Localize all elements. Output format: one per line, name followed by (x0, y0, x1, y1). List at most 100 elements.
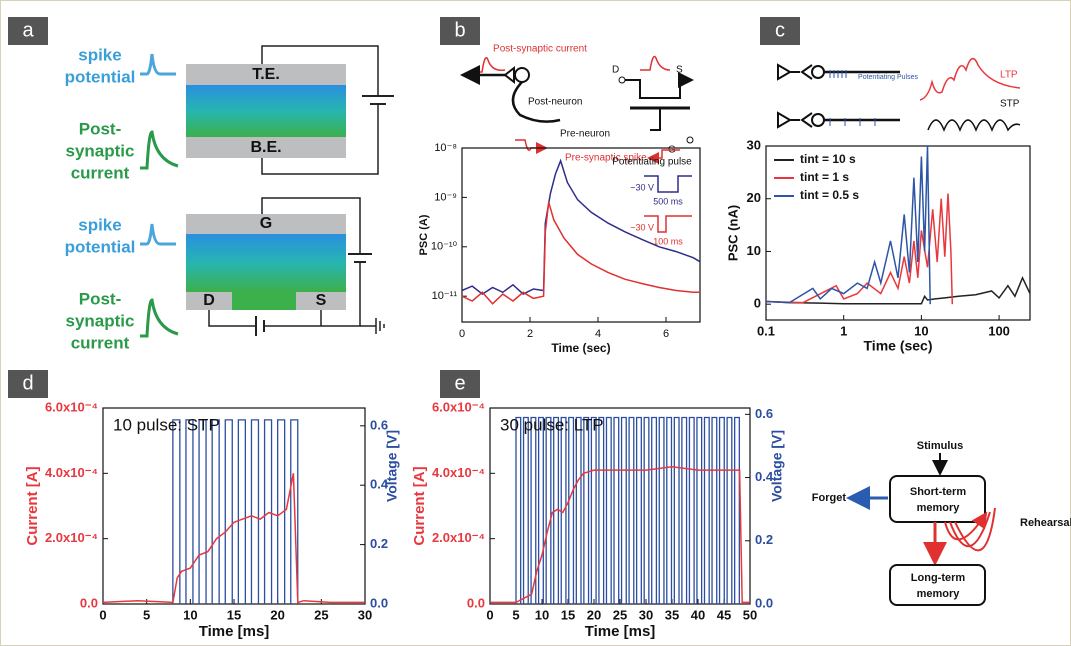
y2-axis-label: Voltage [V] (769, 430, 785, 502)
x-tick-label: 20 (270, 607, 284, 622)
voltage-pulse (658, 416, 665, 604)
pulse-icon (647, 149, 680, 164)
y2-tick-label: 0.2 (370, 536, 388, 551)
y-axis-label: Current [A] (24, 466, 41, 545)
y-tick-label: 4.0x10⁻⁴ (45, 465, 98, 480)
x-tick-label: 10 (183, 607, 197, 622)
x-tick-label: 0 (486, 607, 493, 622)
electrode-label: T.E. (252, 66, 280, 83)
y-axis-label: PSC (nA) (725, 205, 740, 261)
x-tick-label: 5 (512, 607, 519, 622)
diagram-label: Rehearsal (1020, 517, 1071, 529)
plot-frame (461, 147, 701, 323)
diagram-label: Post-synaptic current (493, 44, 587, 55)
spike-label: potential (65, 67, 136, 86)
electrode (186, 64, 346, 85)
series-line (461, 158, 701, 296)
label-box (440, 17, 480, 45)
plot-frame (765, 145, 1031, 321)
y2-tick-label: 0.4 (755, 469, 774, 484)
voltage-pulse (290, 419, 299, 604)
y-tick-label: 10⁻⁹ (434, 191, 457, 203)
inset-pulse (644, 175, 692, 193)
pulse-train (829, 70, 847, 78)
diagram-label: LTP (1000, 70, 1018, 81)
voltage-pulse (575, 416, 582, 604)
current-label: synaptic (66, 141, 135, 160)
voltage-pulse (598, 416, 605, 604)
terminal (686, 136, 694, 144)
transistor (650, 108, 661, 131)
memory-model: Stimulus Short-term memory Forget Rehear… (812, 440, 1071, 606)
x-tick-label: 40 (691, 607, 705, 622)
diagram-label: Short-term (910, 486, 966, 498)
x-tick-label: 100 (988, 323, 1010, 338)
y-tick-label: 4.0x10⁻⁴ (432, 465, 485, 480)
voltage-pulse (666, 416, 673, 604)
panel-label: b (454, 19, 465, 41)
y-tick-label: 6.0x10⁻⁴ (432, 399, 485, 414)
electrode-label: B.E. (250, 139, 281, 156)
diagram-label: memory (917, 502, 961, 514)
series-line (461, 201, 700, 305)
voltage-pulse (590, 416, 597, 604)
y-tick-label: 20 (747, 190, 761, 205)
transistor (625, 72, 694, 99)
voltage-pulse (628, 416, 635, 604)
voltage-pulse (620, 416, 627, 604)
inset-voltage: −30 V (630, 182, 654, 192)
voltage-pulse (198, 419, 207, 604)
voltage-pulse (718, 416, 725, 604)
y2-tick-label: 0.0 (755, 595, 773, 610)
voltage-pulse (185, 419, 194, 604)
pulse-icon (470, 57, 506, 73)
x-tick-label: 10 (914, 323, 928, 338)
voltage-pulse (263, 419, 273, 604)
electrode (186, 137, 346, 158)
terminal (618, 76, 626, 84)
annotation: 30 pulse: LTP (500, 415, 604, 434)
label-box (8, 17, 48, 45)
legend-label: tint = 10 s (800, 152, 856, 166)
channel (186, 85, 346, 137)
x-axis-label: Time [ms] (585, 623, 656, 640)
voltage-pulse (537, 416, 544, 604)
y2-axis-label: Voltage [V] (384, 430, 400, 502)
current-icon (140, 130, 179, 170)
voltage-pulse (172, 419, 181, 604)
x-tick-label: 5 (143, 607, 150, 622)
diagram-label: Pre-neuron (560, 129, 610, 140)
inset-duration: 100 ms (653, 236, 683, 246)
voltage-pulse (553, 416, 560, 604)
voltage-pulse (734, 416, 740, 604)
current-label: current (71, 163, 130, 182)
label-box (760, 17, 800, 45)
dendrite (511, 81, 561, 123)
pulse-train (829, 118, 876, 126)
inset-pulse (644, 215, 692, 233)
voltage-pulse (224, 419, 233, 604)
y-tick-label: 10 (747, 243, 761, 258)
y-tick-label: 0 (754, 296, 761, 311)
y-tick-label: 2.0x10⁻⁴ (45, 530, 98, 545)
voltage-pulse (211, 419, 220, 604)
label-box (8, 370, 48, 398)
voltage-pulse (530, 416, 537, 604)
voltage-pulse (688, 416, 695, 604)
voltage-pulse (522, 416, 529, 604)
spike-label: spike (78, 215, 121, 234)
spike-icon (140, 223, 176, 246)
x-tick-label: 0.1 (757, 323, 775, 338)
stp-icon (927, 119, 1021, 133)
y-tick-label: 10⁻¹⁰ (431, 241, 458, 253)
spike-label: potential (65, 237, 136, 256)
voltage-pulse (643, 416, 650, 604)
box (889, 564, 986, 606)
x-tick-label: 15 (227, 607, 241, 622)
current-label: Post- (79, 289, 122, 308)
voltage-pulse (250, 419, 260, 604)
y-axis-label: Current [A] (411, 466, 428, 545)
diagram-label: Forget (812, 492, 847, 504)
x-tick-label: 0 (459, 328, 465, 340)
x-tick-label: 0 (99, 607, 106, 622)
